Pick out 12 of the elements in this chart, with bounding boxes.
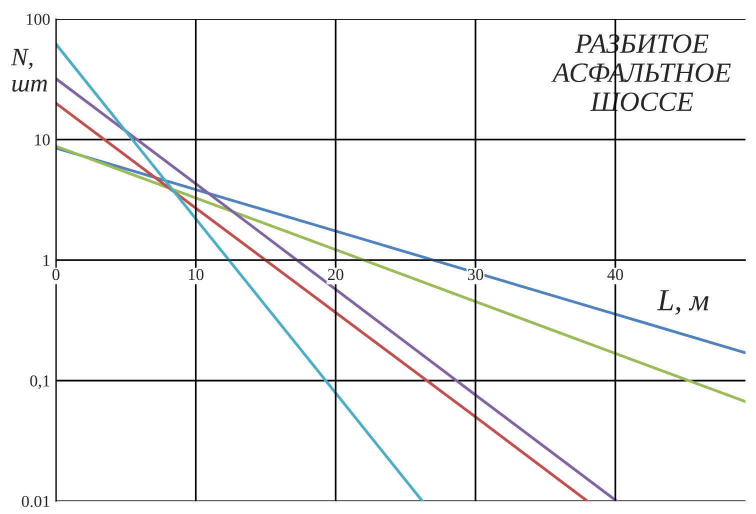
y-axis-title: N, шт (10, 48, 48, 92)
x-tick-label: 0 (52, 268, 60, 280)
y-tick-label: 10 (35, 134, 50, 146)
y-tick-label: 0,1 (30, 375, 50, 389)
x-axis-title: L, м (657, 290, 708, 315)
y-tick-label: 100 (26, 14, 50, 25)
y-tick-label: 1 (44, 254, 50, 266)
x-tick-label: 30 (468, 268, 484, 280)
x-tick-label: 20 (328, 268, 344, 280)
x-tick-label: 40 (607, 268, 624, 280)
y-tick-label: 0.01 (22, 496, 50, 508)
x-tick-label: 10 (188, 268, 204, 280)
